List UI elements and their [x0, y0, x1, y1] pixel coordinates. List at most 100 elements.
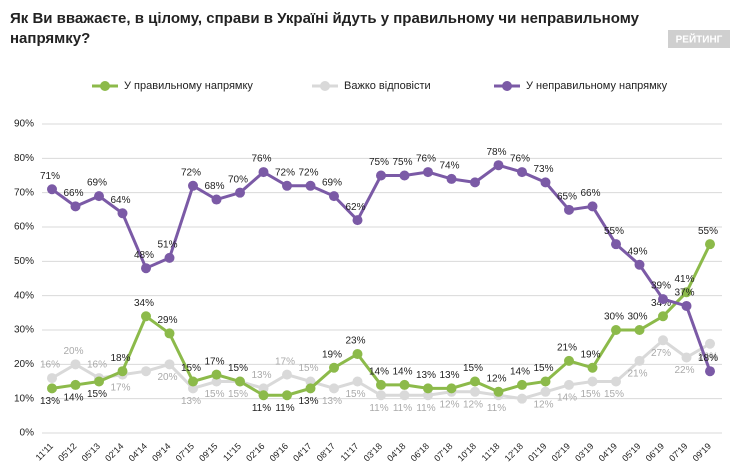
x-tick-label: 11'15 [221, 441, 243, 463]
x-tick-label: 11'18 [480, 441, 502, 463]
x-tick-label: 09'14 [150, 441, 172, 463]
data-point [305, 376, 316, 387]
data-label: 20% [157, 372, 177, 383]
data-point [470, 386, 480, 397]
data-label: 69% [322, 178, 342, 189]
data-label: 17% [204, 356, 224, 367]
data-label: 69% [87, 178, 107, 189]
data-point [164, 328, 175, 339]
legend-marker [320, 81, 330, 91]
data-label: 18% [698, 353, 718, 364]
data-point [658, 311, 668, 322]
data-label: 11% [416, 403, 435, 414]
data-label: 34% [134, 298, 154, 309]
data-point [352, 215, 363, 226]
logo-box [668, 30, 730, 48]
x-tick-label: 06'18 [409, 441, 431, 463]
data-point [423, 383, 433, 394]
data-point [117, 366, 128, 377]
data-point [446, 383, 457, 394]
data-point [47, 383, 57, 394]
data-label: 72% [181, 167, 201, 178]
data-point [235, 187, 245, 198]
data-label: 76% [510, 154, 530, 165]
data-point [94, 376, 104, 387]
data-label: 66% [63, 188, 83, 199]
data-label: 30% [604, 312, 624, 323]
y-tick-label: 30% [14, 325, 34, 336]
data-point [164, 252, 175, 263]
data-point [188, 376, 198, 387]
x-tick-label: 09'16 [268, 441, 290, 463]
data-point [141, 263, 151, 274]
data-label: 21% [627, 369, 647, 380]
data-label: 71% [40, 171, 60, 182]
data-point [634, 325, 645, 335]
data-point [47, 373, 57, 384]
data-label: 15% [580, 389, 600, 400]
x-tick-label: 07'18 [432, 441, 454, 463]
data-point [399, 170, 410, 181]
y-tick-label: 20% [14, 359, 34, 370]
data-label: 76% [251, 154, 271, 165]
data-label: 11% [252, 403, 271, 414]
data-label: 15% [533, 363, 553, 374]
data-label: 15% [204, 389, 224, 400]
data-label: 13% [439, 370, 459, 381]
x-tick-label: 11'17 [339, 441, 361, 463]
chart-title: Як Ви вважаєте, в цілому, справи в Украї… [10, 10, 640, 47]
data-point [329, 362, 339, 373]
data-label: 62% [345, 202, 365, 213]
data-label: 66% [580, 188, 600, 199]
y-tick-label: 80% [14, 153, 34, 164]
data-point [587, 201, 598, 212]
data-label: 13% [298, 396, 318, 407]
data-label: 20% [63, 346, 83, 357]
data-label: 55% [604, 226, 624, 237]
x-tick-label: 04'19 [597, 441, 619, 463]
data-label: 15% [228, 389, 248, 400]
data-point [352, 349, 363, 360]
data-label: 15% [181, 363, 201, 374]
data-label: 29% [157, 315, 177, 326]
data-label: 21% [557, 343, 577, 354]
x-tick-label: 02'16 [244, 441, 266, 463]
data-label: 41% [674, 274, 694, 285]
legend-label: Важко відповісти [344, 80, 431, 92]
data-point [141, 366, 151, 377]
data-label: 11% [275, 403, 294, 414]
data-point [634, 259, 645, 270]
x-tick-label: 09'15 [197, 441, 219, 463]
data-point [399, 390, 410, 401]
data-point [258, 390, 269, 401]
x-tick-label: 07'19 [667, 441, 689, 463]
data-point [235, 376, 245, 387]
x-tick-label: 06'19 [644, 441, 666, 463]
data-label: 16% [87, 360, 107, 371]
data-label: 23% [345, 336, 365, 347]
data-label: 14% [510, 367, 530, 378]
data-label: 12% [439, 399, 459, 410]
legend-marker [100, 81, 110, 91]
data-label: 12% [486, 373, 506, 384]
data-point [376, 170, 386, 181]
data-label: 22% [674, 365, 694, 376]
data-label: 48% [134, 250, 154, 261]
data-point [517, 393, 527, 404]
data-point [282, 390, 292, 401]
data-label: 11% [487, 403, 506, 414]
data-label: 17% [275, 356, 295, 367]
data-point [705, 338, 715, 349]
data-point [658, 294, 668, 305]
data-label: 19% [322, 349, 342, 360]
data-point [305, 383, 316, 394]
data-label: 13% [181, 396, 201, 407]
logo: РЕЙТИНГ [676, 33, 723, 46]
data-point [282, 369, 292, 380]
data-point [705, 239, 715, 250]
data-point [258, 383, 269, 394]
x-tick-label: 05'12 [56, 441, 78, 463]
data-point [564, 355, 574, 366]
data-label: 16% [40, 360, 60, 371]
data-point [211, 369, 222, 380]
